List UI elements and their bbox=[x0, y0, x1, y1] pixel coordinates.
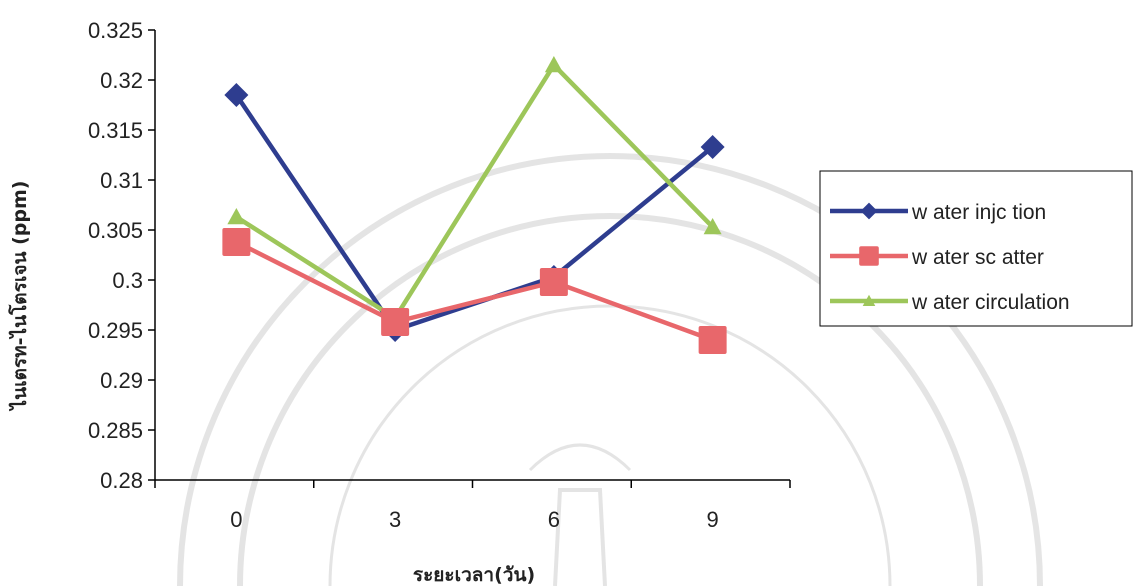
y-tick-label: 0.28 bbox=[100, 468, 143, 493]
data-point bbox=[700, 135, 725, 159]
legend-marker bbox=[862, 294, 876, 307]
legend-label: w ater sc atter bbox=[911, 246, 1044, 269]
series-layer bbox=[222, 56, 727, 354]
data-point bbox=[539, 268, 568, 296]
legend-entry: w ater circulation bbox=[830, 291, 1070, 314]
series-square bbox=[222, 228, 727, 354]
series-line bbox=[235, 239, 714, 343]
x-tick-label: 0 bbox=[230, 507, 242, 532]
legend-label: w ater circulation bbox=[911, 291, 1070, 314]
data-point bbox=[222, 228, 251, 256]
y-tick-label: 0.315 bbox=[88, 118, 143, 143]
legend-entries: w ater injc tion w ater sc atter w ater ci… bbox=[830, 201, 1070, 314]
data-point bbox=[224, 83, 249, 107]
y-tick-label: 0.295 bbox=[88, 318, 143, 343]
series-line bbox=[234, 93, 715, 333]
x-tick-label: 6 bbox=[548, 507, 560, 532]
data-point bbox=[698, 326, 727, 354]
y-tick-label: 0.285 bbox=[88, 418, 143, 443]
legend-marker bbox=[859, 246, 879, 266]
y-tick-label: 0.3 bbox=[112, 268, 143, 293]
legend-entry: w ater sc atter bbox=[830, 246, 1044, 269]
y-axis-title: ไนเตรท-ไนโตรเจน (ppm) bbox=[8, 181, 31, 412]
x-axis-title: ระยะเวลา(วัน) bbox=[413, 564, 535, 586]
legend-marker bbox=[860, 202, 878, 220]
y-axis-ticks: 0.28 0.285 0.29 0.295 0.3 0.305 0.31 0.315 0.32 0… bbox=[88, 18, 155, 493]
legend-label: w ater injc tion bbox=[911, 201, 1046, 224]
series-line bbox=[235, 62, 715, 321]
data-point bbox=[381, 308, 410, 336]
data-point bbox=[227, 208, 246, 225]
data-point bbox=[703, 218, 722, 235]
y-tick-label: 0.31 bbox=[100, 168, 143, 193]
y-tick-label: 0.29 bbox=[100, 368, 143, 393]
x-axis-ticks: 0 3 6 9 bbox=[154, 480, 791, 532]
data-point bbox=[544, 56, 563, 73]
x-tick-label: 3 bbox=[389, 507, 401, 532]
legend-entry: w ater injc tion bbox=[830, 201, 1046, 224]
legend: w ater injc tion w ater sc atter w ater ci… bbox=[819, 170, 1133, 327]
watermark-seal bbox=[177, 153, 1043, 586]
y-tick-label: 0.305 bbox=[88, 218, 143, 243]
axes bbox=[154, 30, 790, 481]
y-tick-label: 0.32 bbox=[100, 68, 143, 93]
x-tick-label: 9 bbox=[707, 507, 719, 532]
y-tick-label: 0.325 bbox=[88, 18, 143, 43]
